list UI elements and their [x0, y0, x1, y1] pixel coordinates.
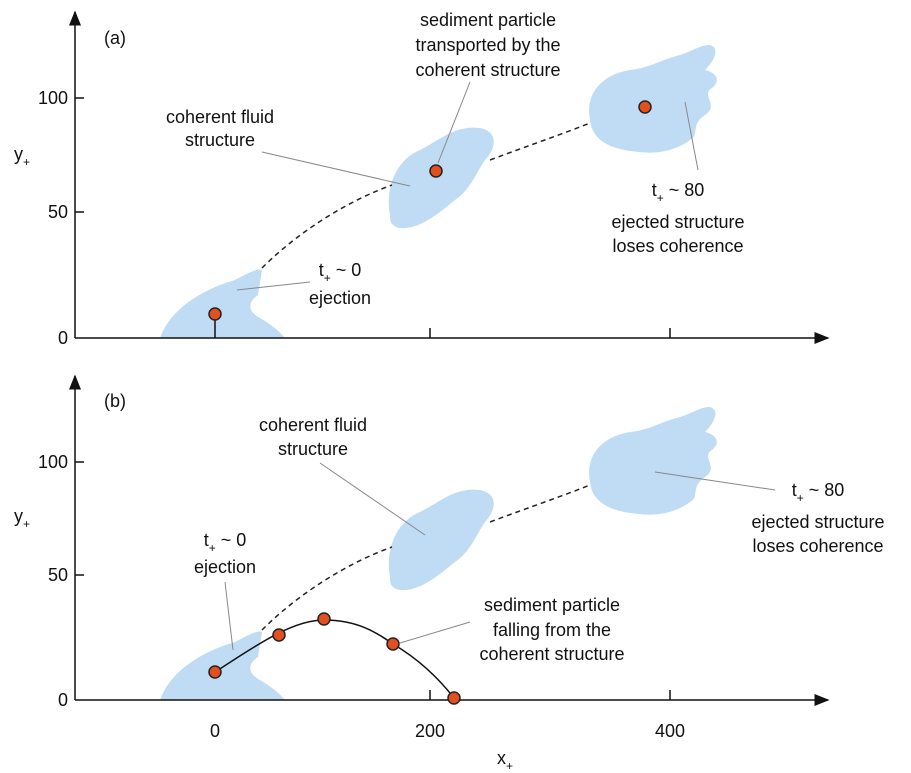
annotation: coherent structure [415, 60, 560, 80]
leader [399, 621, 471, 644]
annotation: t+ ~ 0 [319, 260, 362, 285]
leader [261, 151, 411, 187]
y-tick-label: 50 [48, 565, 68, 585]
fall-path [214, 619, 455, 699]
annotation: ejected structure [611, 212, 744, 232]
panel-label: (b) [104, 391, 126, 411]
y-label: y+ [14, 506, 30, 531]
particle [386, 637, 400, 651]
annotation: structure [278, 439, 348, 459]
leader [437, 81, 471, 164]
annotation: ejection [194, 557, 256, 577]
particle [272, 628, 286, 642]
particle [208, 665, 222, 679]
annotation: sediment particle [484, 595, 620, 615]
trajectory [261, 546, 393, 631]
y-tick-label: 50 [48, 202, 68, 222]
leader [684, 101, 699, 171]
y-tick-label: 100 [38, 88, 68, 108]
annotation: t+ ~ 80 [792, 480, 845, 505]
x-tick-label: 0 [210, 721, 220, 741]
y-tick-label: 100 [38, 452, 68, 472]
annotation: ejection [309, 288, 371, 308]
annotation: ejected structure [751, 512, 884, 532]
fluid-blob [160, 269, 285, 338]
particle [429, 164, 443, 178]
leader [319, 462, 426, 536]
annotation: loses coherence [752, 536, 883, 556]
fluid-blob [388, 127, 494, 229]
leader [654, 471, 776, 491]
trajectory [489, 122, 591, 161]
annotation: coherent structure [479, 644, 624, 664]
particle [208, 307, 222, 321]
x-tick-label: 400 [655, 721, 685, 741]
particle [317, 612, 331, 626]
annotation: coherent fluid [259, 415, 367, 435]
fluid-blob [589, 407, 717, 515]
annotation: falling from the [493, 620, 611, 640]
fluid-blob [589, 45, 717, 153]
annotation: sediment particle [420, 10, 556, 30]
y-label: y+ [14, 144, 30, 169]
annotation: coherent fluid [166, 107, 274, 127]
y-tick-label: 0 [58, 690, 68, 710]
particle [447, 691, 461, 705]
panel-b: (b) 0 50 100 y+ 0 200 400 x+ coherent fl… [14, 374, 885, 773]
y-tick-label: 0 [58, 328, 68, 348]
trajectory [261, 184, 393, 269]
panel-a: (a) 0 50 100 y+ coherent fluid structure… [14, 10, 830, 348]
trajectory [489, 484, 591, 523]
fluid-blob [160, 631, 285, 700]
fluid-blob [388, 489, 494, 591]
annotation: loses coherence [612, 236, 743, 256]
x-tick-label: 200 [415, 721, 445, 741]
annotation: t+ ~ 80 [652, 180, 705, 205]
annotation: transported by the [415, 35, 560, 55]
x-label: x+ [497, 748, 513, 773]
annotation: t+ ~ 0 [204, 530, 247, 555]
panel-label: (a) [104, 28, 126, 48]
particle [638, 100, 652, 114]
leader [224, 581, 234, 651]
annotation: structure [185, 130, 255, 150]
leader [236, 281, 311, 291]
